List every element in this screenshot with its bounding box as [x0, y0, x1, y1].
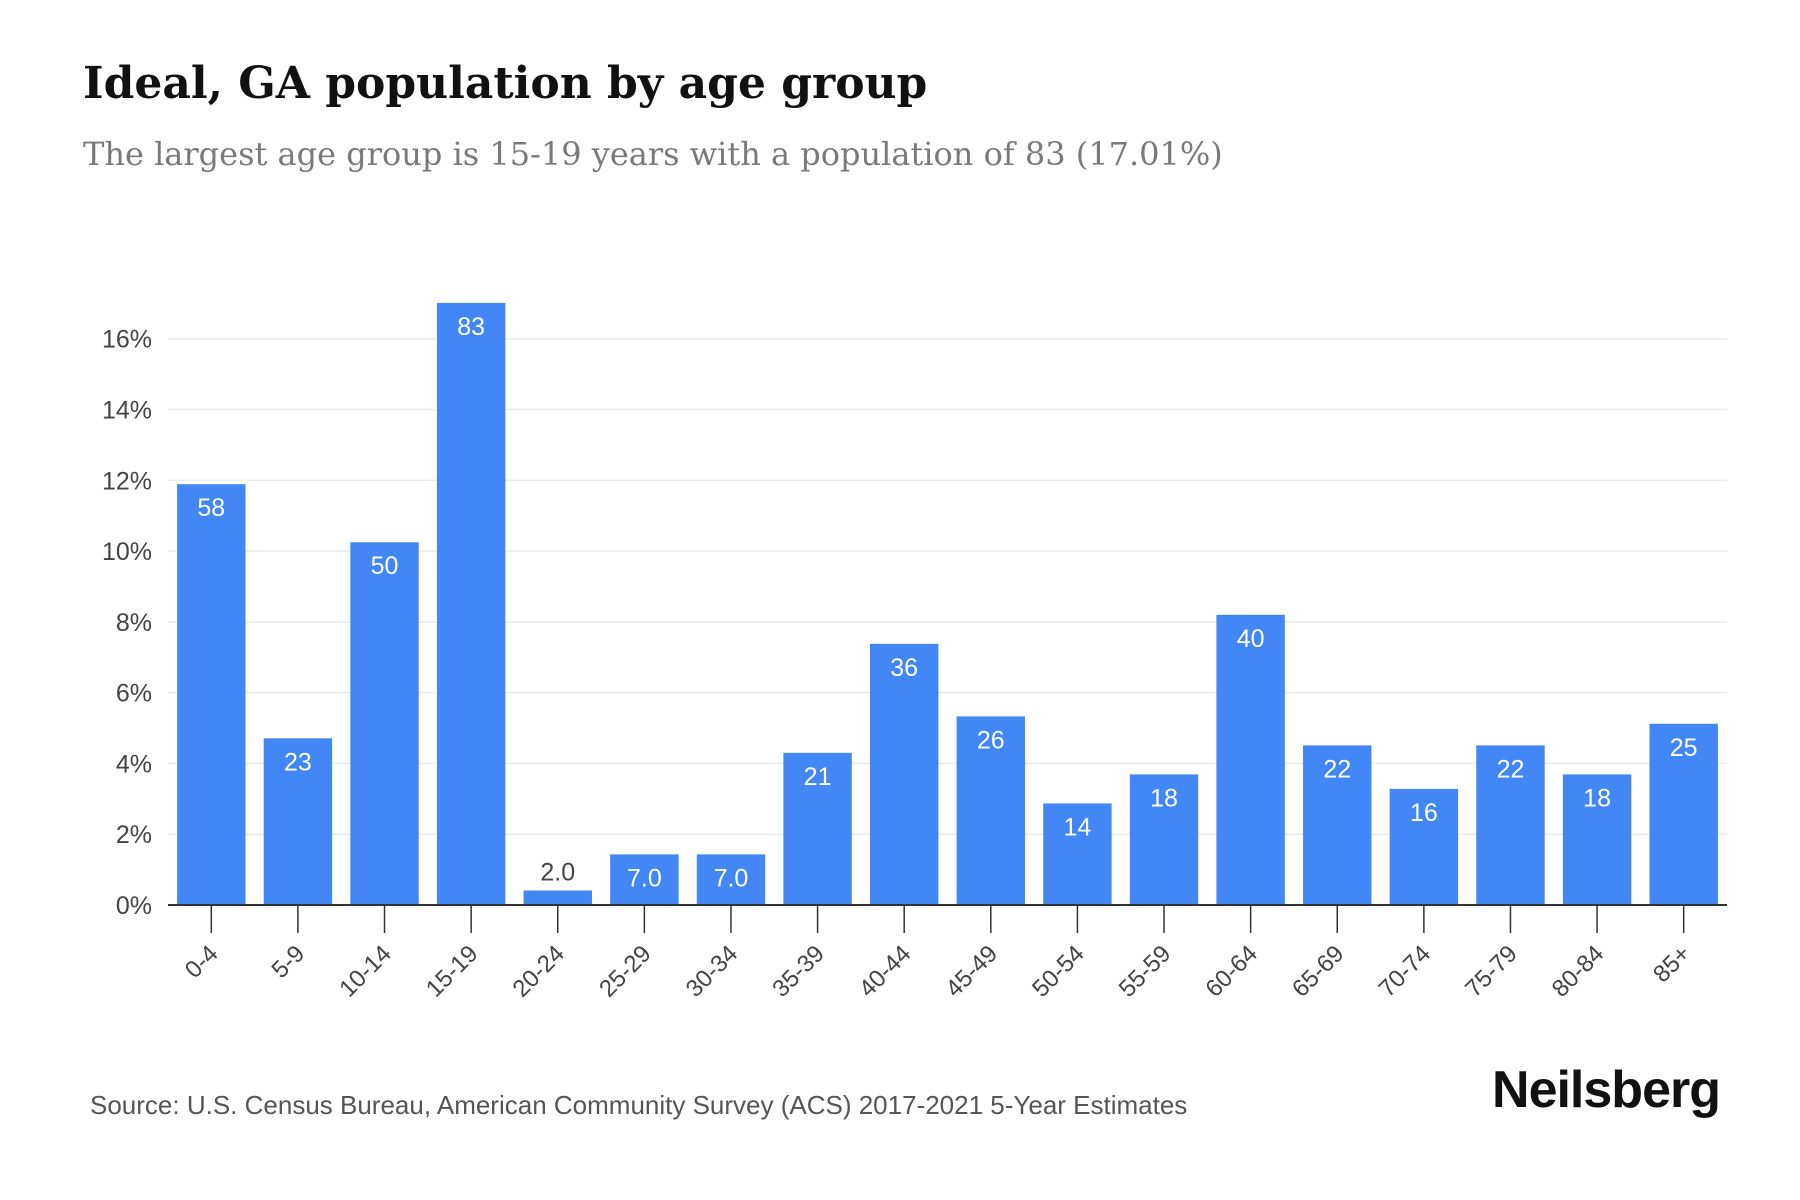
- bar: [610, 854, 679, 905]
- x-tick-label: 55-59: [1114, 940, 1177, 1003]
- x-tick-label: 0-4: [180, 940, 224, 984]
- bar-value-label: 18: [1583, 784, 1611, 812]
- x-tick-label: 75-79: [1460, 940, 1523, 1003]
- y-tick-label: 14%: [102, 397, 152, 425]
- x-tick-label: 45-49: [941, 940, 1004, 1003]
- bar-value-label: 7.0: [714, 864, 749, 892]
- bar-value-label: 26: [977, 726, 1005, 754]
- bar: [1476, 745, 1545, 905]
- bar-value-label: 36: [890, 654, 918, 682]
- x-axis-ticks: 0-4 5-9 10-14 15-19 20-24 25-29 30-34 35-39 40-4…: [180, 905, 1696, 1003]
- bar-value-label: 16: [1410, 799, 1438, 827]
- bar: [956, 716, 1026, 905]
- chart-subtitle: The largest age group is 15-19 years wit…: [83, 135, 1223, 173]
- bar-value-label: 22: [1323, 755, 1351, 783]
- x-tick-label: 85+: [1648, 940, 1696, 988]
- brand-logo: Neilsberg: [1492, 1061, 1721, 1119]
- bar: [436, 303, 506, 905]
- bar: [783, 752, 852, 905]
- bar-chart: 0% 2% 4% 6% 8% 10% 12% 14% 16% 58 23 50 83 2.0 7.0 7.0…: [102, 303, 1727, 1003]
- x-tick-label: 30-34: [681, 940, 744, 1003]
- x-tick-label: 35-39: [767, 940, 830, 1003]
- chart-title: Ideal, GA population by age group: [83, 58, 928, 109]
- x-tick-label: 10-14: [334, 940, 397, 1003]
- bar: [523, 890, 592, 905]
- bar-value-label: 22: [1497, 755, 1525, 783]
- bar: [177, 484, 246, 905]
- x-tick-label: 60-64: [1200, 940, 1263, 1003]
- bar-value-label: 25: [1670, 734, 1698, 762]
- bar: [1389, 788, 1459, 905]
- x-tick-label: 80-84: [1547, 940, 1610, 1003]
- bar: [1216, 614, 1285, 905]
- bar: [350, 542, 419, 905]
- x-tick-label: 5-9: [267, 940, 311, 984]
- source-note: Source: U.S. Census Bureau, American Com…: [90, 1090, 1188, 1120]
- bars: [177, 303, 1718, 905]
- bar: [263, 738, 333, 905]
- bar: [696, 854, 766, 905]
- y-tick-label: 16%: [102, 326, 152, 354]
- bar-value-label: 58: [197, 494, 225, 522]
- x-tick-label: 40-44: [854, 940, 917, 1003]
- bar-value-label: 14: [1064, 813, 1092, 841]
- y-tick-label: 12%: [102, 467, 152, 495]
- x-tick-label: 65-69: [1287, 940, 1350, 1003]
- y-axis-ticks: 0% 2% 4% 6% 8% 10% 12% 14% 16%: [102, 326, 152, 920]
- bar-value-label: 2.0: [540, 858, 575, 886]
- y-tick-label: 10%: [102, 538, 152, 566]
- bar-value-label: 18: [1150, 784, 1178, 812]
- bar: [869, 643, 939, 905]
- bar-value-label: 7.0: [627, 864, 662, 892]
- x-tick-label: 70-74: [1374, 940, 1437, 1003]
- bar-value-labels: 58 23 50 83 2.0 7.0 7.0 21 36 26 14 18 40 22 16 22 18 25: [197, 313, 1697, 892]
- bar-value-label: 40: [1237, 625, 1265, 653]
- bar: [1303, 745, 1372, 905]
- y-tick-label: 0%: [116, 892, 152, 920]
- x-tick-label: 20-24: [507, 940, 570, 1003]
- bar: [1043, 803, 1112, 905]
- x-tick-label: 25-29: [594, 940, 657, 1003]
- bar-value-label: 50: [371, 552, 399, 580]
- y-tick-label: 6%: [116, 680, 152, 708]
- bar-value-label: 23: [284, 748, 312, 776]
- y-tick-label: 4%: [116, 750, 152, 778]
- y-tick-label: 8%: [116, 609, 152, 637]
- grid-lines: [168, 337, 1727, 835]
- bar: [1129, 774, 1199, 905]
- x-tick-label: 15-19: [421, 940, 484, 1003]
- bar: [1562, 774, 1632, 905]
- x-tick-label: 50-54: [1027, 940, 1090, 1003]
- bar-value-label: 21: [804, 763, 832, 791]
- y-tick-label: 2%: [116, 821, 152, 849]
- bar-value-label: 83: [457, 313, 485, 341]
- bar: [1649, 723, 1718, 905]
